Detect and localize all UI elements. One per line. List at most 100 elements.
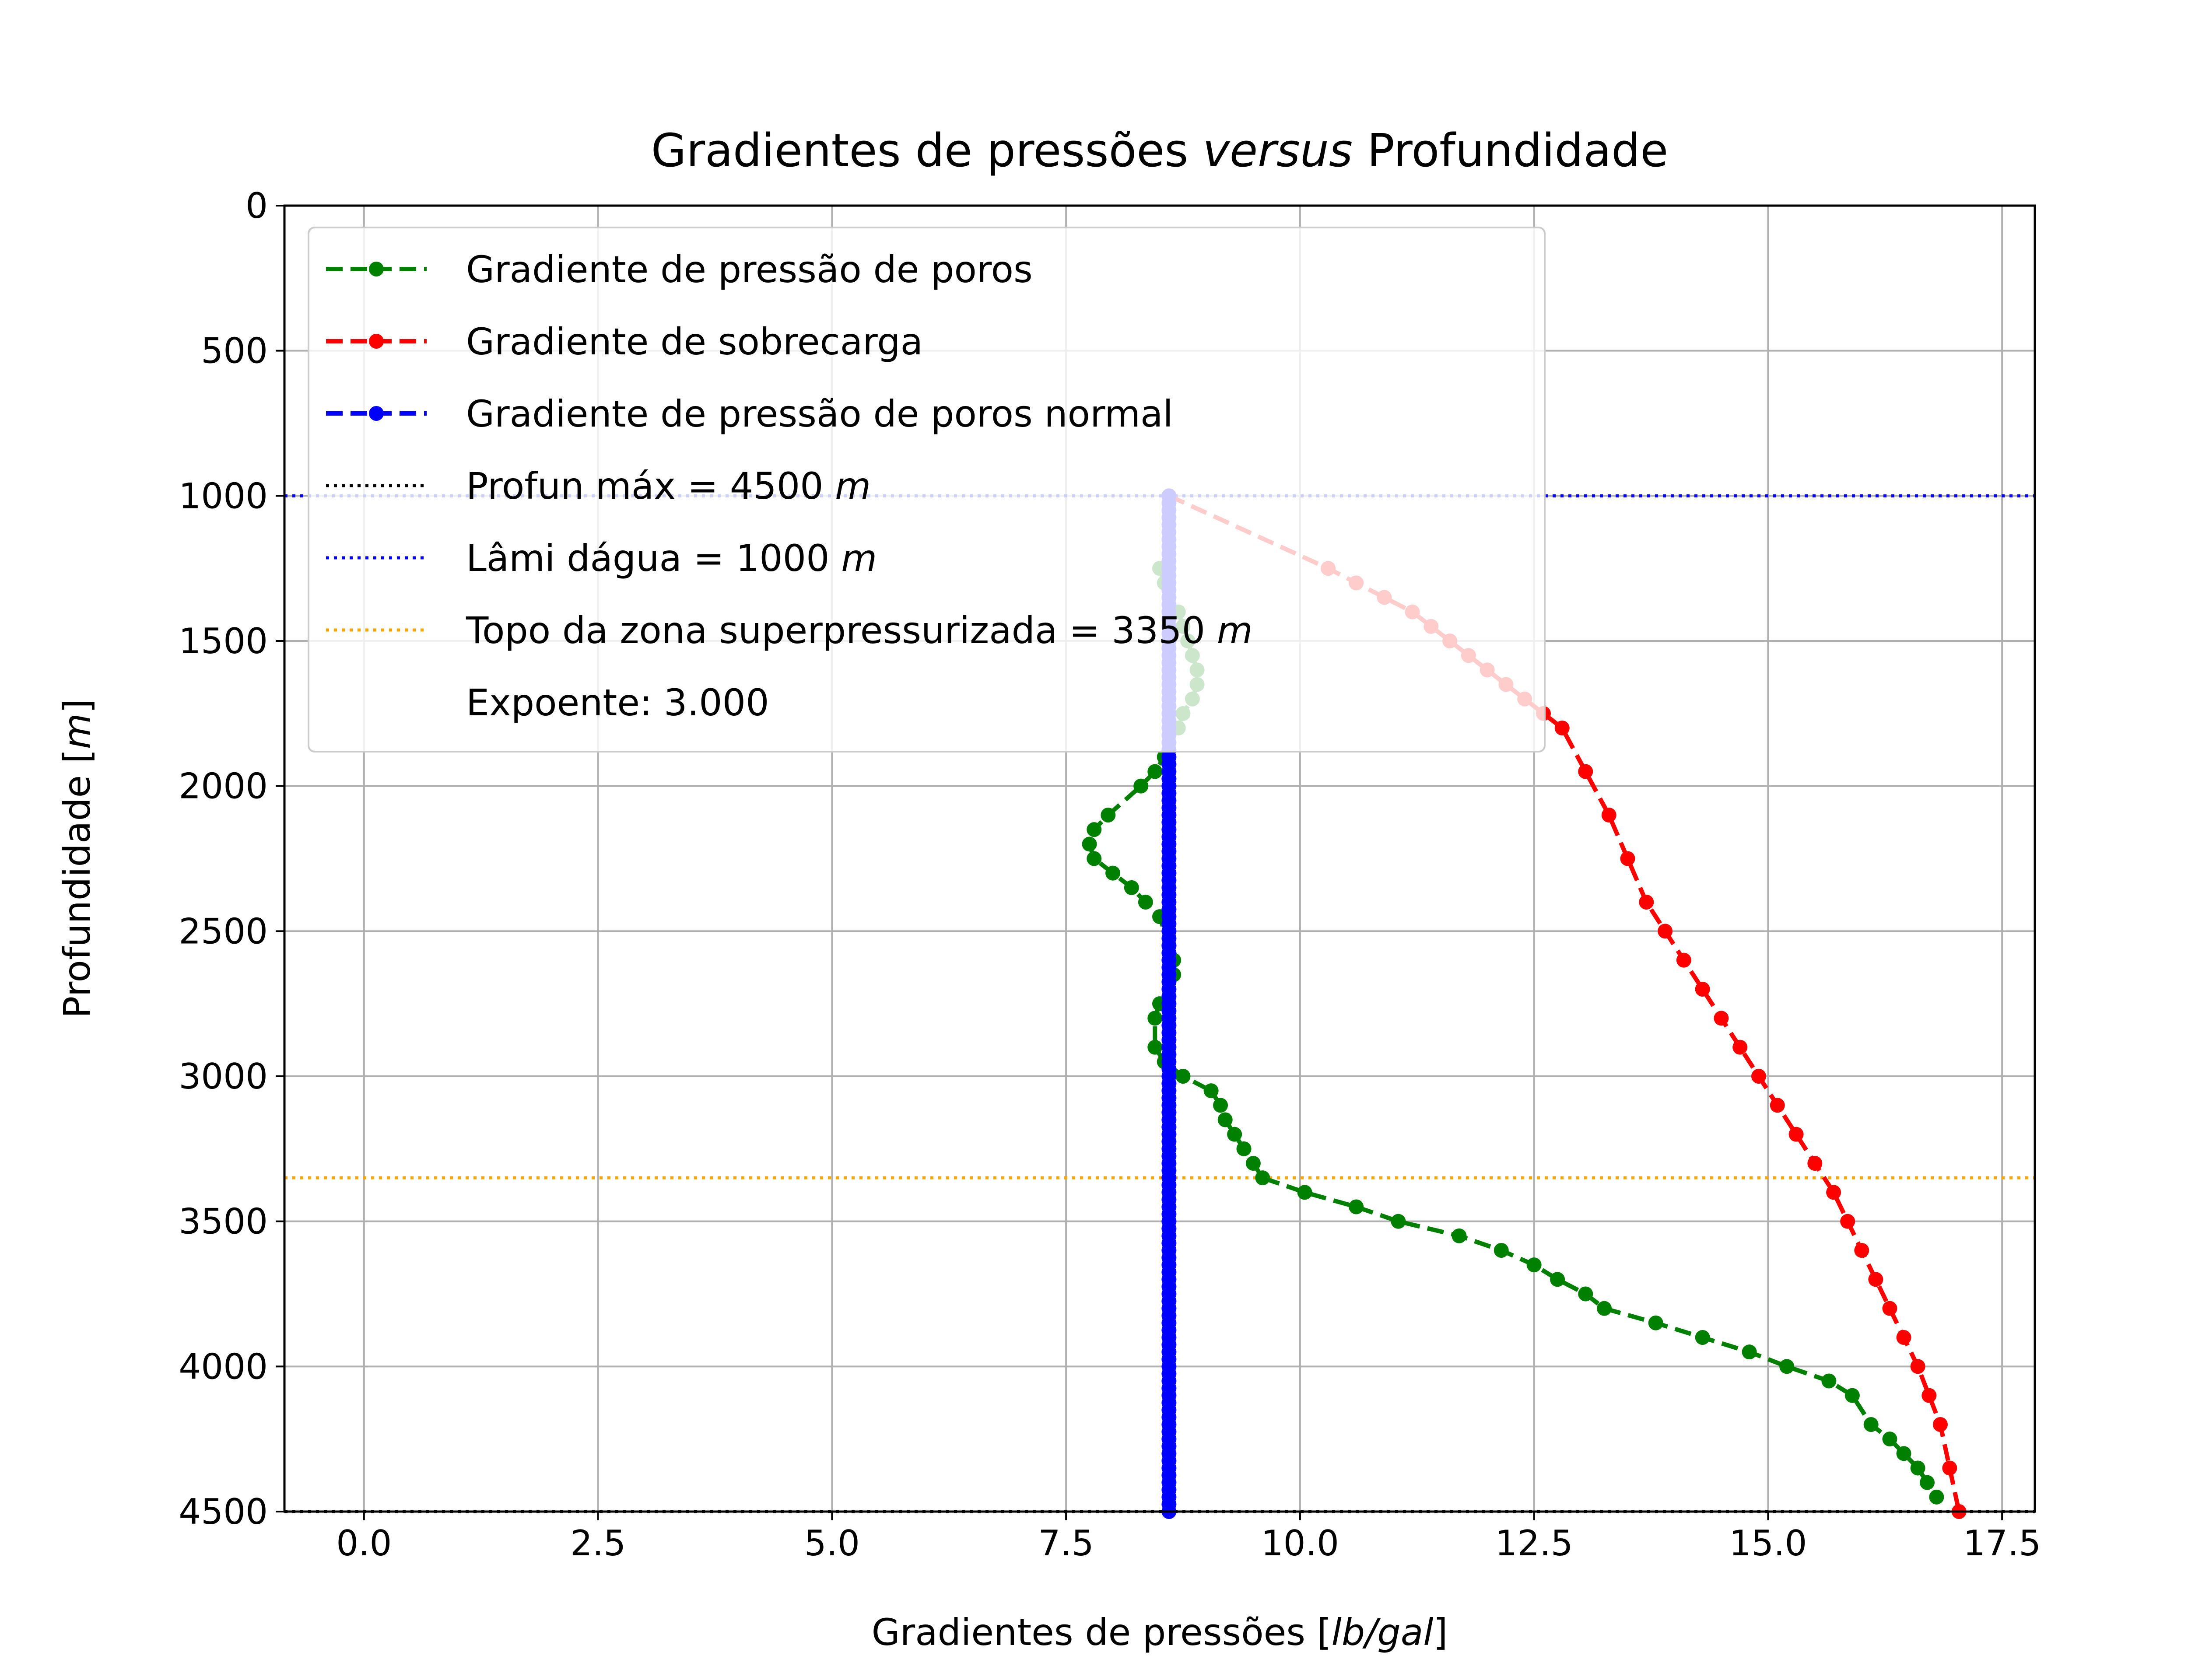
data-point [1714, 1011, 1729, 1026]
data-point [1896, 1446, 1911, 1461]
legend-label: Gradiente de pressão de poros [466, 248, 1033, 291]
data-point [1807, 1156, 1823, 1171]
data-point [1124, 880, 1139, 895]
data-point [1751, 1069, 1766, 1084]
legend-label: Gradiente de pressão de poros normal [466, 392, 1173, 435]
legend-label: Profun máx = 4500 m [466, 465, 871, 508]
data-point [1863, 1417, 1879, 1432]
data-point [1658, 924, 1673, 939]
data-point [1840, 1214, 1855, 1229]
data-point [1550, 1272, 1565, 1287]
data-point [1255, 1170, 1270, 1186]
legend-entry: Expoente: 3.000 [466, 681, 769, 724]
data-point [1922, 1388, 1937, 1403]
data-point [1695, 1330, 1710, 1345]
data-point [1821, 1373, 1837, 1389]
legend-marker [369, 262, 384, 276]
data-point [1452, 1228, 1467, 1243]
data-point [1236, 1141, 1252, 1156]
y-tick-label: 1500 [179, 621, 268, 662]
data-point [1929, 1489, 1944, 1505]
legend-label: Lâmi dágua = 1000 m [466, 537, 877, 580]
y-tick-label: 2000 [179, 766, 268, 807]
data-point [1087, 851, 1102, 866]
legend: Gradiente de pressão de poros Gradiente d… [308, 227, 1546, 752]
data-point [1578, 1286, 1593, 1302]
data-point [1133, 778, 1149, 794]
y-tick-label: 2500 [179, 911, 268, 952]
data-point [1494, 1243, 1509, 1258]
data-point [1882, 1432, 1897, 1447]
legend-entry: Gradiente de sobrecarga [326, 320, 923, 363]
data-point [1742, 1344, 1757, 1360]
data-point [1910, 1359, 1925, 1374]
data-point [1217, 1112, 1233, 1127]
data-point [1101, 808, 1116, 822]
data-point [1942, 1460, 1957, 1476]
y-axis-label: Profundidade [m] [56, 699, 98, 1018]
y-tick-label: 3000 [179, 1056, 268, 1097]
axis-ticks: 0.0 2.5 5.0 7.5 10.0 12.5 15.0 17.5 0 500 1000 1500… [179, 186, 2041, 1564]
data-point [1597, 1301, 1612, 1316]
data-point [1203, 1083, 1219, 1099]
data-point [1349, 1199, 1364, 1214]
legend-label: Expoente: 3.000 [466, 681, 769, 724]
x-tick-label: 17.5 [1963, 1523, 2041, 1564]
legend-entry: Profun máx = 4500 m [326, 465, 871, 508]
data-point [1601, 808, 1616, 822]
y-tick-label: 1000 [179, 476, 268, 516]
legend-entry: Topo da zona superpressurizada = 3350 m [326, 609, 1253, 652]
legend-label: Gradiente de sobrecarga [466, 320, 923, 363]
data-point [1147, 1040, 1163, 1055]
x-tick-label: 10.0 [1261, 1523, 1339, 1564]
data-point [1826, 1185, 1841, 1200]
data-point [1639, 895, 1654, 910]
data-point [1297, 1185, 1312, 1200]
data-point [1676, 952, 1691, 968]
legend-box [308, 227, 1546, 752]
data-point [1695, 982, 1710, 997]
legend-entry: Gradiente de pressão de poros [326, 248, 1033, 291]
data-point [1732, 1040, 1748, 1055]
data-point [1882, 1301, 1897, 1316]
data-point [1910, 1460, 1925, 1476]
y-tick-label: 500 [201, 331, 268, 371]
data-point [1213, 1098, 1228, 1113]
data-point [1147, 764, 1163, 779]
x-tick-label: 12.5 [1495, 1523, 1573, 1564]
x-tick-label: 5.0 [804, 1523, 860, 1564]
chart-title: Gradientes de pressões versus Profundida… [651, 124, 1668, 177]
x-tick-label: 0.0 [336, 1523, 392, 1564]
plot-frame [283, 204, 2036, 1513]
data-point [1770, 1098, 1785, 1113]
y-tick-label: 3500 [179, 1201, 268, 1242]
data-point [1578, 764, 1593, 779]
y-tick-label: 4500 [179, 1491, 268, 1532]
data-point [1082, 836, 1097, 852]
data-point [1896, 1330, 1911, 1345]
data-point [1526, 1257, 1542, 1273]
data-point [1648, 1315, 1663, 1330]
data-point [1868, 1272, 1883, 1287]
y-tick-label: 0 [245, 186, 268, 226]
data-point [1087, 822, 1102, 837]
x-tick-label: 15.0 [1729, 1523, 1807, 1564]
data-point [1147, 1011, 1163, 1026]
axis-labels: Gradientes de pressões versus Profundida… [56, 124, 1668, 1654]
data-point [1854, 1243, 1869, 1258]
x-tick-label: 7.5 [1038, 1523, 1094, 1564]
legend-entry: Gradiente de pressão de poros normal [326, 392, 1173, 435]
data-point [1227, 1127, 1242, 1142]
data-point [1105, 865, 1121, 881]
data-point [1779, 1359, 1795, 1374]
legend-label: Topo da zona superpressurizada = 3350 m [466, 609, 1253, 652]
x-axis-label: Gradientes de pressões [lb/gal] [872, 1611, 1448, 1654]
data-point [1788, 1127, 1804, 1142]
data-point [1554, 721, 1570, 735]
legend-marker [369, 334, 384, 349]
data-point [1175, 1069, 1191, 1084]
data-point [1245, 1156, 1261, 1171]
x-tick-label: 2.5 [570, 1523, 626, 1564]
y-tick-label: 4000 [179, 1346, 268, 1387]
data-point [1920, 1475, 1935, 1490]
